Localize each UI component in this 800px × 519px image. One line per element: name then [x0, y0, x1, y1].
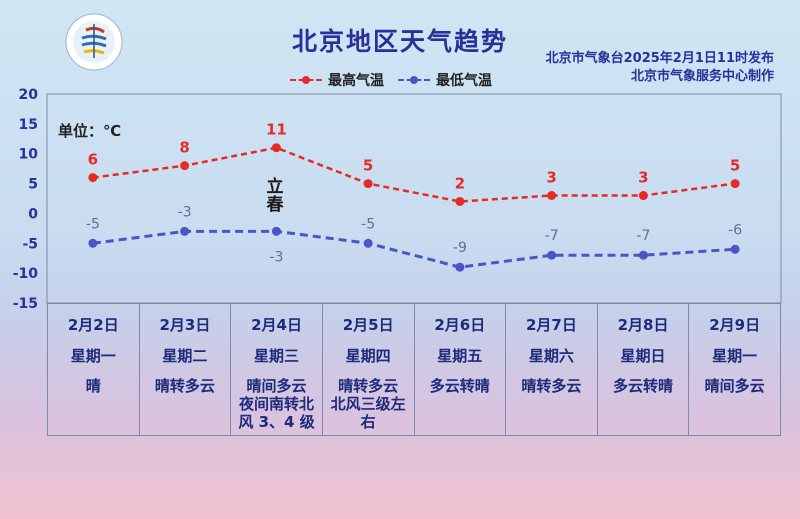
forecast-day-cell: 2月4日星期三晴间多云 夜间南转北风 3、4 级: [230, 303, 323, 436]
high-temp-point: [271, 143, 281, 153]
high-temp-point: [455, 196, 465, 206]
day-weekday: 星期一: [70, 347, 116, 365]
day-weekday: 星期五: [437, 347, 483, 365]
y-tick-label: -5: [22, 236, 38, 252]
y-tick-label: -15: [13, 296, 38, 312]
low-temp-point: [363, 238, 373, 248]
chart-legend: 最高气温 最低气温: [290, 70, 492, 90]
y-tick-label: 5: [28, 177, 38, 193]
y-tick-label: 10: [19, 147, 39, 163]
day-weather-condition: 晴转多云: [154, 377, 215, 395]
high-temp-label: 3: [638, 169, 648, 187]
day-weather-condition: 夜间南转北: [239, 395, 315, 413]
day-date: 2月2日: [67, 316, 119, 334]
day-weather-condition: 晴: [85, 377, 101, 395]
day-date: 2月6日: [434, 316, 486, 334]
low-temp-label: -6: [728, 222, 742, 238]
high-temp-label: 11: [266, 121, 287, 139]
forecast-day-cell: 2月2日星期一晴: [47, 303, 140, 436]
forecast-day-cell: 2月7日星期六晴转多云: [505, 303, 598, 436]
high-temp-label: 6: [88, 151, 98, 169]
low-temp-label: -7: [636, 228, 650, 244]
day-weather-condition: 多云转晴: [613, 377, 674, 395]
page-title: 北京地区天气趋势: [291, 27, 508, 56]
solar-term-lichun: 立 春: [262, 178, 288, 214]
high-temp-point: [180, 161, 190, 171]
forecast-day-cell: 2月6日星期五多云转晴: [413, 303, 507, 436]
meteorological-service-logo: [65, 13, 123, 71]
high-temp-label: 5: [730, 157, 740, 175]
low-temp-label: -7: [545, 228, 559, 244]
high-temp-label: 3: [546, 169, 556, 187]
day-date: 2月5日: [342, 316, 394, 334]
solar-term-char-2: 春: [266, 195, 284, 215]
legend-low-label: 最低气温: [436, 73, 492, 89]
source-line-producer: 北京市气象服务中心制作: [630, 69, 774, 84]
low-temp-label: -3: [178, 204, 192, 220]
day-weekday: 星期四: [345, 347, 391, 365]
low-temp-label: -3: [269, 249, 283, 265]
high-temp-line: [92, 146, 736, 203]
low-temp-point: [180, 226, 190, 236]
forecast-table: 2月2日 星期一晴 2月3日 星期二 晴转多云 2月4日 星期三 晴间多云 夜间南转北风 3、4…: [47, 303, 781, 436]
day-weather-condition: 晴转多云: [521, 377, 582, 395]
day-weather-condition: 多云转晴: [429, 377, 490, 395]
low-temp-label: -9: [453, 240, 467, 256]
low-temp-point: [547, 250, 557, 260]
forecast-row: 2月2日 星期一晴 2月3日 星期二 晴转多云 2月4日 星期三 晴间多云 夜间南转北风 3、4…: [47, 303, 781, 436]
day-date: 2月9日: [709, 316, 761, 334]
low-temp-point: [455, 262, 465, 272]
low-temp-point: [730, 244, 740, 254]
high-temp-point: [638, 191, 648, 201]
high-temp-point: [88, 173, 98, 183]
day-weather-condition: 晴间多云: [704, 377, 765, 395]
high-temp-label: 2: [455, 174, 465, 192]
y-tick-label: 20: [19, 87, 39, 103]
plot-frame: [46, 93, 782, 304]
low-temp-line: [92, 229, 736, 269]
source-info: 北京市气象台2025年2月1日11时发布 北京市气象服务中心制作: [546, 50, 774, 86]
day-date: 2月4日: [251, 316, 302, 334]
source-line-issuer: 北京市气象台2025年2月1日11时发布: [545, 51, 774, 66]
forecast-day-cell: 2月9日星期一晴间多云: [688, 303, 781, 436]
legend-low-swatch: [398, 75, 430, 85]
high-temp-point: [547, 191, 557, 201]
low-temp-label: -5: [361, 216, 375, 232]
low-temp-label: -5: [86, 216, 100, 232]
day-weather-condition: 风 3、4 级: [238, 413, 315, 431]
day-weekday: 星期日: [620, 347, 666, 365]
unit-label: 单位：℃: [58, 122, 122, 140]
day-weekday: 星期六: [528, 347, 574, 365]
forecast-day-cell: 2月5日星期四晴转多云 北风三级左右: [321, 303, 415, 436]
day-weather-condition: 右: [360, 413, 376, 431]
day-weekday: 星期一: [712, 347, 758, 365]
forecast-day-cell: 2月3日星期二晴转多云: [138, 303, 232, 436]
legend-high-swatch: [290, 75, 322, 85]
day-weather-condition: 晴间多云: [246, 377, 307, 395]
y-tick-label: -10: [13, 266, 39, 282]
y-tick-label: 15: [19, 117, 38, 133]
y-tick-label: 0: [28, 206, 38, 222]
solar-term-char-1: 立: [266, 177, 284, 197]
high-temp-label: 8: [179, 139, 189, 157]
day-weekday: 星期二: [162, 347, 208, 365]
day-date: 2月8日: [617, 316, 669, 334]
high-temp-label: 5: [363, 157, 373, 175]
high-temp-point: [730, 179, 740, 189]
forecast-day-cell: 2月8日星期日多云转晴: [596, 303, 690, 436]
day-weather-condition: 晴转多云: [338, 377, 399, 395]
day-date: 2月3日: [159, 316, 211, 334]
legend-high-label: 最高气温: [328, 73, 384, 89]
day-weekday: 星期三: [254, 347, 300, 365]
high-temp-point: [363, 179, 373, 189]
low-temp-point: [271, 226, 281, 236]
day-date: 2月7日: [526, 316, 577, 334]
low-temp-point: [638, 250, 648, 260]
low-temp-point: [88, 238, 98, 248]
day-weather-condition: 北风三级左: [330, 395, 406, 413]
